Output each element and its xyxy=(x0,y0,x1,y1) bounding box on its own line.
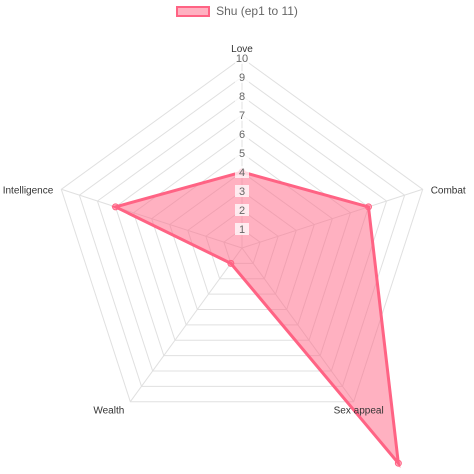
tick-label: 1 xyxy=(239,224,245,236)
tick-label-backdrop xyxy=(235,109,249,121)
tick-label-backdrop xyxy=(235,223,249,235)
tick-label-backdrop xyxy=(235,204,249,216)
tick-label-backdrop xyxy=(235,52,249,64)
grid-ring xyxy=(78,76,406,387)
tick-label-backdrop xyxy=(235,71,249,83)
radar-spoke xyxy=(129,247,243,403)
tick-label: 4 xyxy=(239,167,245,179)
tick-label: 7 xyxy=(239,110,245,122)
grid-ring xyxy=(96,95,388,372)
legend[interactable]: Shu (ep1 to 11) xyxy=(0,4,474,18)
radar-series xyxy=(111,168,402,469)
axis-label: Intelligence xyxy=(3,185,54,196)
tick-label: 2 xyxy=(239,205,245,217)
legend-swatch xyxy=(176,5,211,17)
tick-label: 5 xyxy=(239,148,245,160)
tick-label: 10 xyxy=(236,53,248,65)
axis-label: Wealth xyxy=(93,406,124,417)
data-point xyxy=(394,459,402,467)
radar-axis-labels: Love Combat Sex appeal Wealth Intelligence xyxy=(3,44,466,417)
tick-label: 8 xyxy=(239,91,245,103)
tick-label-backdrop xyxy=(235,147,249,159)
tick-label-backdrop xyxy=(235,166,249,178)
legend-label: Shu (ep1 to 11) xyxy=(216,4,298,18)
data-point xyxy=(112,203,120,211)
tick-label-backdrop xyxy=(235,128,249,140)
tick-label: 6 xyxy=(239,129,245,141)
tick-label: 3 xyxy=(239,186,245,198)
series-area xyxy=(111,170,401,469)
radar-tick-labels: 1 2 3 4 5 6 7 8 9 10 xyxy=(235,52,249,236)
data-point xyxy=(227,259,235,267)
tick-label: 9 xyxy=(239,72,245,84)
axis-label: Combat xyxy=(431,185,466,196)
grid-ring xyxy=(60,57,424,403)
tick-label-backdrop xyxy=(235,185,249,197)
axis-label: Sex appeal xyxy=(334,406,384,417)
tick-label-backdrop xyxy=(235,90,249,102)
grid-ring xyxy=(114,114,370,357)
axis-label: Love xyxy=(231,44,253,55)
data-point xyxy=(364,203,372,211)
